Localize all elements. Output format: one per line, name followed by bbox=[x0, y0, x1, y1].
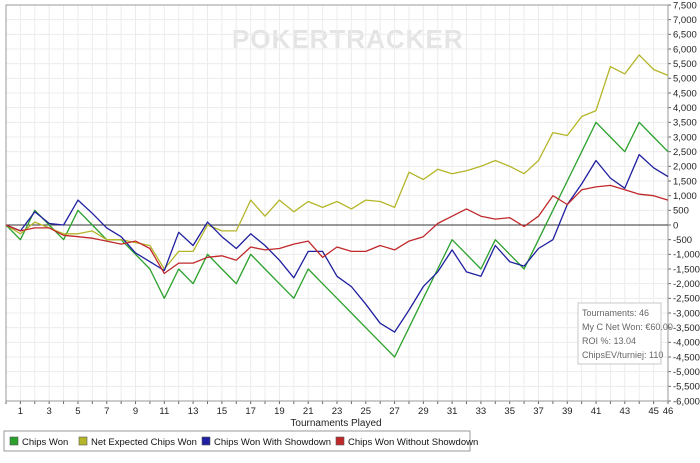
y-tick-label: -1,000 bbox=[673, 250, 700, 261]
y-tick-label: 7,500 bbox=[673, 0, 697, 11]
y-tick-label: 7,000 bbox=[673, 15, 697, 26]
info-chipsev: ChipsEV/turniej: 110 bbox=[582, 350, 663, 360]
y-tick-label: 5,000 bbox=[673, 74, 697, 85]
x-tick-label: 43 bbox=[620, 406, 631, 417]
x-tick-label: 25 bbox=[360, 406, 371, 417]
grid bbox=[5, 4, 669, 402]
x-tick-label: 45 bbox=[648, 406, 659, 417]
x-tick-label: 46 bbox=[663, 406, 674, 417]
y-tick-label: 3,500 bbox=[673, 118, 697, 129]
legend-swatch bbox=[201, 436, 211, 446]
y-tick-label: 6,500 bbox=[673, 30, 697, 41]
y-tick-label: -1,500 bbox=[673, 264, 700, 275]
y-tick-label: 2,000 bbox=[673, 162, 697, 173]
x-tick-label: 35 bbox=[504, 406, 515, 417]
y-tick-label: -3,500 bbox=[673, 323, 700, 334]
x-tick-label: 39 bbox=[562, 406, 573, 417]
legend-item-chips-won[interactable]: Chips Won bbox=[9, 436, 68, 448]
info-net-won: My C Net Won: €60.00 bbox=[582, 322, 673, 332]
x-tick-label: 27 bbox=[389, 406, 400, 417]
x-tick-label: 37 bbox=[533, 406, 544, 417]
x-tick-label: 23 bbox=[332, 406, 343, 417]
series-line-chips-won-without-showdown bbox=[5, 184, 669, 275]
series-line-net-expected-chips-won bbox=[5, 54, 669, 270]
legend-swatch bbox=[335, 436, 345, 446]
x-tick-label: 11 bbox=[159, 406, 169, 417]
y-tick-label: 1,500 bbox=[673, 176, 697, 187]
x-tick-label: 13 bbox=[188, 406, 199, 417]
legend: Chips Won Net Expected Chips Won Chips W… bbox=[3, 430, 478, 452]
axes: 7,500 7,000 6,500 6,000 5,500 5,000 4,500 4,000… bbox=[5, 0, 700, 417]
y-tick-label: -4,500 bbox=[673, 352, 700, 363]
legend-label: Chips Won Without Showdown bbox=[348, 437, 478, 448]
y-tick-label: -500 bbox=[673, 235, 692, 246]
series-line-chips-won-with-showdown bbox=[5, 153, 669, 333]
x-tick-label: 19 bbox=[274, 406, 285, 417]
legend-item-without-showdown[interactable]: Chips Won Without Showdown bbox=[335, 436, 478, 448]
x-tick-label: 7 bbox=[104, 406, 109, 417]
y-tick-label: -5,500 bbox=[673, 382, 700, 393]
y-tick-label: 2,500 bbox=[673, 147, 697, 158]
info-roi: ROI %: 13.04 bbox=[582, 336, 636, 346]
info-tournaments: Tournaments: 46 bbox=[582, 308, 649, 318]
legend-frame bbox=[3, 430, 471, 452]
y-tick-label: -2,000 bbox=[673, 279, 700, 290]
legend-item-with-showdown[interactable]: Chips Won With Showdown bbox=[201, 436, 331, 448]
y-tick-label: 0 bbox=[673, 220, 678, 231]
info-box-frame bbox=[577, 302, 662, 365]
x-tick-label: 9 bbox=[133, 406, 138, 417]
x-axis-title: Tournaments Played bbox=[290, 418, 381, 429]
info-box: Tournaments: 46 My C Net Won: €60.00 ROI… bbox=[577, 302, 673, 365]
x-tick-label: 21 bbox=[303, 406, 314, 417]
legend-label: Chips Won bbox=[22, 437, 68, 448]
x-tick-label: 5 bbox=[75, 406, 80, 417]
x-tick-label: 1 bbox=[18, 406, 23, 417]
y-tick-label: -3,000 bbox=[673, 308, 700, 319]
x-tick-label: 41 bbox=[591, 406, 602, 417]
x-tick-label: 31 bbox=[447, 406, 458, 417]
y-tick-label: 6,000 bbox=[673, 44, 697, 55]
x-tick-label: 17 bbox=[245, 406, 256, 417]
y-tick-label: 4,500 bbox=[673, 88, 697, 99]
x-tick-label: 33 bbox=[476, 406, 487, 417]
x-tick-label: 3 bbox=[47, 406, 52, 417]
y-tick-label: 500 bbox=[673, 206, 689, 217]
legend-swatch bbox=[9, 436, 19, 446]
y-tick-label: 1,000 bbox=[673, 191, 697, 202]
y-tick-label: 5,500 bbox=[673, 59, 697, 70]
legend-item-net-expected[interactable]: Net Expected Chips Won bbox=[78, 436, 197, 448]
legend-label: Chips Won With Showdown bbox=[214, 437, 331, 448]
y-tick-label: -6,000 bbox=[673, 396, 700, 407]
legend-swatch bbox=[78, 436, 88, 446]
legend-label: Net Expected Chips Won bbox=[91, 437, 197, 448]
y-tick-label: -4,000 bbox=[673, 338, 700, 349]
y-tick-label: 4,000 bbox=[673, 103, 697, 114]
x-tick-label: 15 bbox=[217, 406, 228, 417]
series-layer bbox=[5, 54, 669, 358]
plot-frame bbox=[5, 4, 669, 402]
y-tick-label: 3,000 bbox=[673, 132, 697, 143]
y-tick-label: -2,500 bbox=[673, 294, 700, 305]
y-tick-label: -5,000 bbox=[673, 367, 700, 378]
x-tick-label: 29 bbox=[418, 406, 429, 417]
